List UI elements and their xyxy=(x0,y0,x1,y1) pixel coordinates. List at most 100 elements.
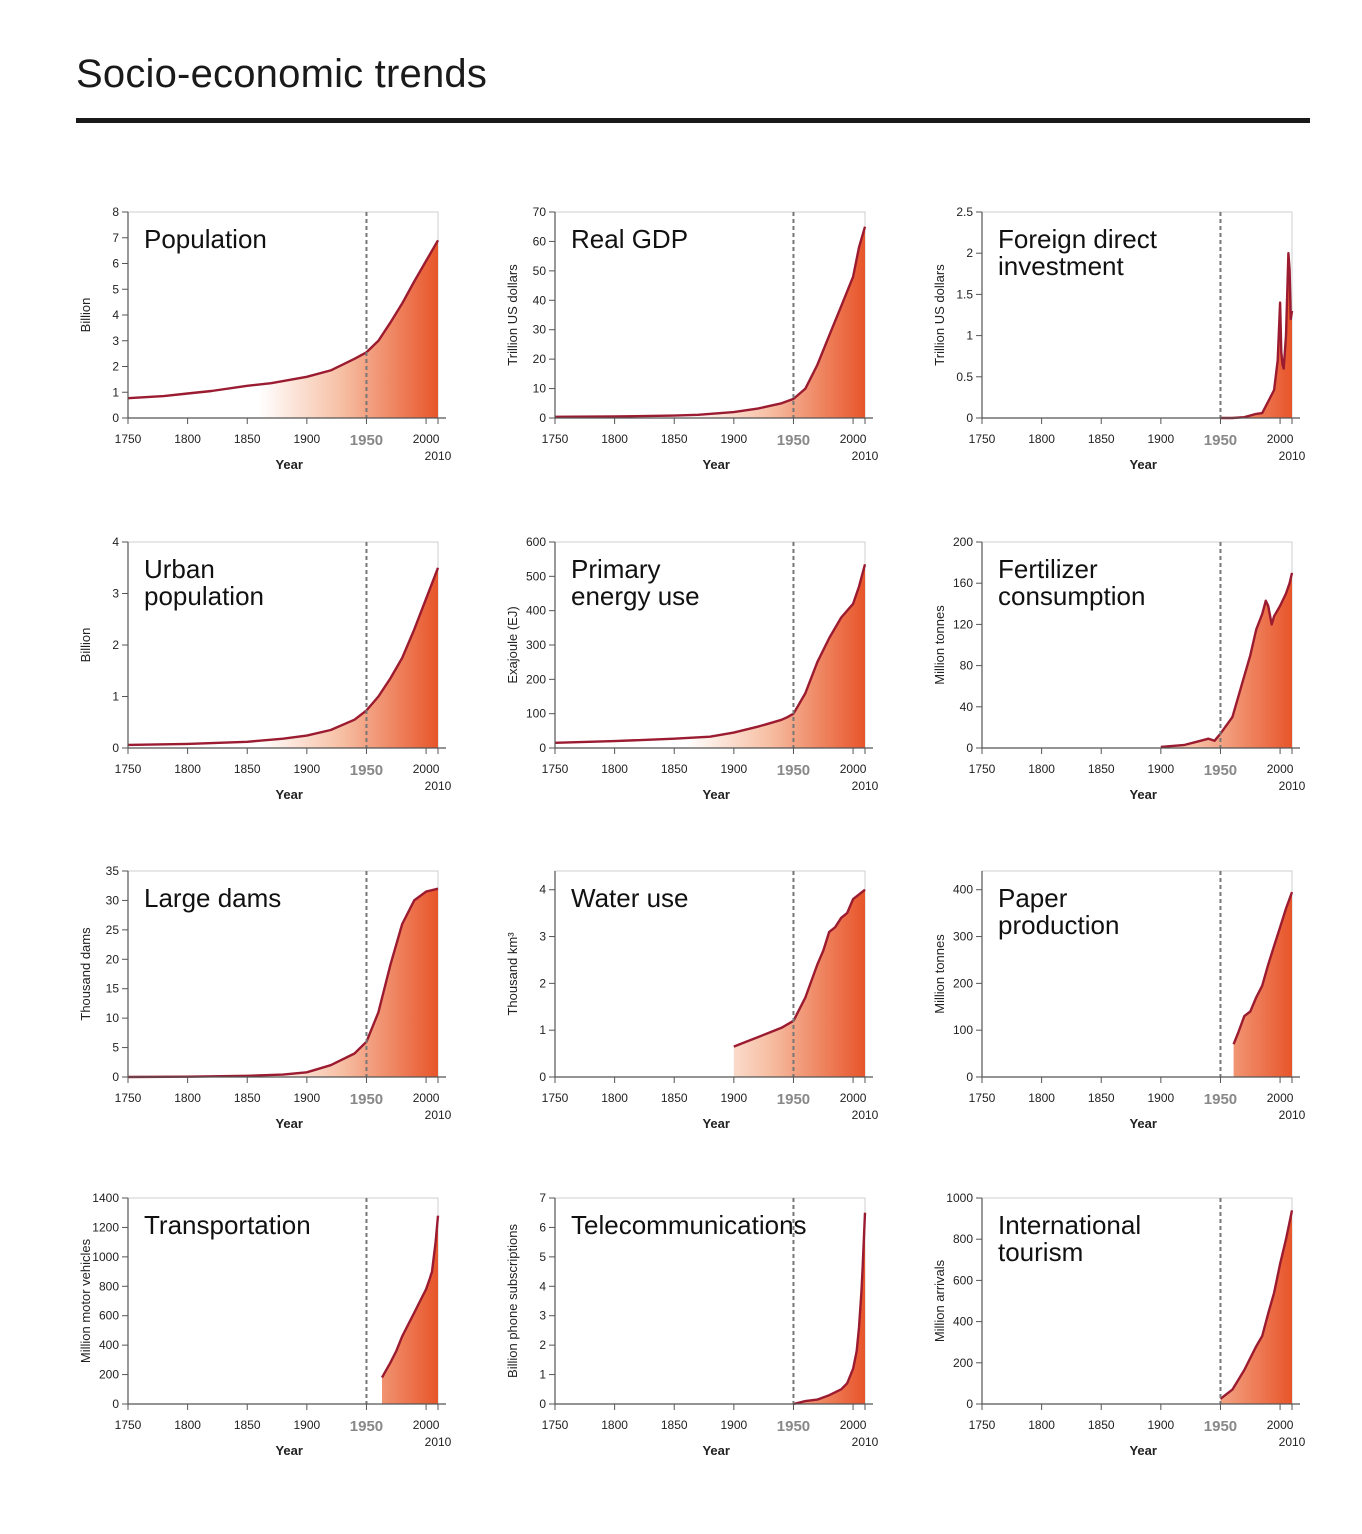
chart-panel: 0 1 2 3 4 1750 1800 1850 1900 1950 2000 2010 Year Tho… xyxy=(505,870,879,1131)
y-tick-label: 300 xyxy=(953,930,973,944)
x-tick-label-end: 2010 xyxy=(425,1108,452,1122)
x-tick-label-highlight: 1950 xyxy=(350,1418,383,1435)
x-tick-label: 2000 xyxy=(840,1418,867,1432)
panel-title: Telecommunications xyxy=(571,1210,807,1240)
x-tick-label: 1850 xyxy=(661,1418,688,1432)
x-tick-label: 1850 xyxy=(661,432,688,446)
x-tick-label: 1850 xyxy=(661,1091,688,1105)
x-tick-label: 2000 xyxy=(413,762,440,776)
x-tick-label: 1800 xyxy=(601,1418,628,1432)
chart-panel: 0 40 80 120 160 200 1750 1800 1850 1900 1950 2000 20… xyxy=(932,535,1306,802)
x-tick-label-end: 2010 xyxy=(425,449,452,463)
series-area xyxy=(1160,572,1292,748)
x-tick-label-end: 2010 xyxy=(1279,1435,1306,1449)
title-divider xyxy=(76,118,1310,123)
y-tick-label: 15 xyxy=(106,982,120,996)
y-axis-label: Million motor vehicles xyxy=(78,1238,93,1363)
x-tick-label: 1750 xyxy=(115,762,142,776)
y-tick-label: 80 xyxy=(960,659,974,673)
y-tick-label: 2 xyxy=(539,1338,546,1352)
series-line xyxy=(127,887,439,1079)
y-tick-label: 2 xyxy=(112,638,119,652)
y-tick-label: 0 xyxy=(539,741,546,755)
y-tick-label: 400 xyxy=(99,1338,119,1352)
series-area xyxy=(1220,253,1292,418)
y-tick-label: 20 xyxy=(106,952,120,966)
x-axis-label: Year xyxy=(1129,457,1156,472)
chart-panel: 0 100 200 300 400 500 600 1750 1800 1850 1900 1950 2… xyxy=(505,535,879,802)
x-tick-label: 1800 xyxy=(601,432,628,446)
y-tick-label: 1 xyxy=(539,1368,546,1382)
panel-title: Real GDP xyxy=(571,224,688,254)
chart-panel: 0 200 400 600 800 1000 1750 1800 1850 1900 1950 200… xyxy=(932,1191,1306,1458)
y-tick-label: 1 xyxy=(966,329,973,343)
series-area xyxy=(793,1212,865,1404)
x-tick-label: 1800 xyxy=(1028,762,1055,776)
y-tick-label: 8 xyxy=(112,205,119,219)
y-tick-label: 6 xyxy=(539,1220,546,1234)
y-tick-label: 10 xyxy=(533,382,547,396)
panel-title: Water use xyxy=(571,883,689,913)
panel-title: energy use xyxy=(571,581,700,611)
x-tick-label-highlight: 1950 xyxy=(1204,762,1237,779)
x-tick-label-end: 2010 xyxy=(425,779,452,793)
y-tick-label: 2 xyxy=(966,246,973,260)
x-tick-label: 1800 xyxy=(1028,1091,1055,1105)
y-tick-label: 800 xyxy=(99,1279,119,1293)
y-tick-label: 35 xyxy=(106,864,120,878)
x-axis-label: Year xyxy=(275,1116,302,1131)
y-tick-label: 100 xyxy=(953,1023,973,1037)
panel-title: tourism xyxy=(998,1237,1083,1267)
y-axis-label: Million arrivals xyxy=(932,1259,947,1342)
y-axis-label: Thousand dams xyxy=(78,927,93,1021)
series-area xyxy=(555,226,865,418)
y-tick-label: 25 xyxy=(106,923,120,937)
x-tick-label: 1750 xyxy=(542,1418,569,1432)
series-line xyxy=(1220,252,1294,420)
series-area xyxy=(382,1215,438,1404)
y-axis-label: Billion xyxy=(78,298,93,333)
x-tick-label: 2000 xyxy=(840,432,867,446)
y-tick-label: 2.5 xyxy=(956,205,973,219)
y-tick-label: 60 xyxy=(533,234,547,248)
y-tick-label: 160 xyxy=(953,576,973,590)
x-tick-label: 1800 xyxy=(174,762,201,776)
series-line xyxy=(793,1212,867,1406)
y-tick-label: 1 xyxy=(539,1023,546,1037)
x-tick-label: 1850 xyxy=(1088,762,1115,776)
y-tick-label: 1200 xyxy=(92,1220,119,1234)
panel-title: production xyxy=(998,910,1119,940)
series-line xyxy=(1219,1210,1294,1400)
x-tick-label-end: 2010 xyxy=(425,1435,452,1449)
y-axis-label: Exajoule (EJ) xyxy=(505,606,520,683)
y-axis-label: Million tonnes xyxy=(932,605,947,685)
chart-panel: 0 200 400 600 800 1000 1200 1400 1750 1800 1850 190… xyxy=(78,1191,452,1458)
x-tick-label: 1850 xyxy=(1088,1418,1115,1432)
x-tick-label-end: 2010 xyxy=(852,1108,879,1122)
x-tick-label-end: 2010 xyxy=(1279,779,1306,793)
x-tick-label: 1800 xyxy=(601,762,628,776)
y-axis-label: Thousand km³ xyxy=(505,932,520,1016)
x-tick-label: 2000 xyxy=(1267,432,1294,446)
chart-panel: 0 1 2 3 4 5 6 7 1750 1800 1850 1900 1950 2000 2010 Year… xyxy=(505,1191,879,1458)
x-tick-label: 1800 xyxy=(174,1418,201,1432)
x-tick-label: 1750 xyxy=(969,762,996,776)
y-tick-label: 120 xyxy=(953,617,973,631)
page-title: Socio-economic trends xyxy=(76,52,488,96)
y-tick-label: 0 xyxy=(966,741,973,755)
x-tick-label-highlight: 1950 xyxy=(350,432,383,449)
x-axis-label: Year xyxy=(1129,787,1156,802)
x-tick-label-end: 2010 xyxy=(852,1435,879,1449)
x-tick-label: 2000 xyxy=(413,432,440,446)
y-tick-label: 4 xyxy=(539,1279,546,1293)
x-tick-label: 1900 xyxy=(293,432,320,446)
y-tick-label: 3 xyxy=(539,930,546,944)
y-axis-label: Billion phone subscriptions xyxy=(505,1224,520,1378)
y-tick-label: 40 xyxy=(533,293,547,307)
x-tick-label: 1900 xyxy=(1147,762,1174,776)
y-tick-label: 6 xyxy=(112,257,119,271)
x-axis-label: Year xyxy=(702,1443,729,1458)
y-tick-label: 5 xyxy=(112,282,119,296)
series-line xyxy=(554,563,867,744)
panel-title: consumption xyxy=(998,581,1145,611)
